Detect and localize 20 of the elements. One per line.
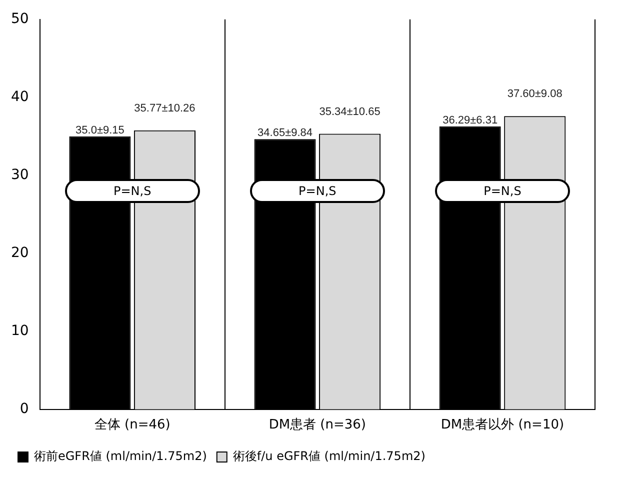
y-tick-label: 40 (10, 89, 29, 106)
y-tick-label: 20 (10, 245, 29, 262)
y-tick-label: 30 (10, 167, 29, 184)
x-tick-label: 全体 (n=46) (94, 418, 170, 433)
data-label: 36.29±6.31 (442, 114, 498, 126)
legend-label: 術後f/u eGFR値 (ml/min/1.75m2) (232, 449, 426, 464)
y-tick-label: 10 (10, 323, 29, 340)
annotation: P=N,S (298, 184, 336, 198)
x-tick-label: DM患者以外 (n=10) (440, 418, 564, 433)
data-label: 35.0±9.15 (76, 124, 124, 136)
data-label: 37.60±9.08 (507, 88, 562, 100)
data-label: 34.65±9.84 (258, 127, 313, 140)
annotation: P=N,S (484, 184, 522, 198)
legend-label: 術前eGFR値 (ml/min/1.75m2) (34, 449, 207, 464)
y-tick-label: 0 (20, 401, 29, 418)
y-tick-label: 50 (10, 11, 29, 28)
data-label: 35.77±10.26 (134, 102, 196, 114)
x-tick-label: DM患者 (n=36) (268, 418, 366, 433)
annotation: P=N,S (113, 184, 152, 198)
data-label: 35.34±10.65 (319, 106, 380, 118)
